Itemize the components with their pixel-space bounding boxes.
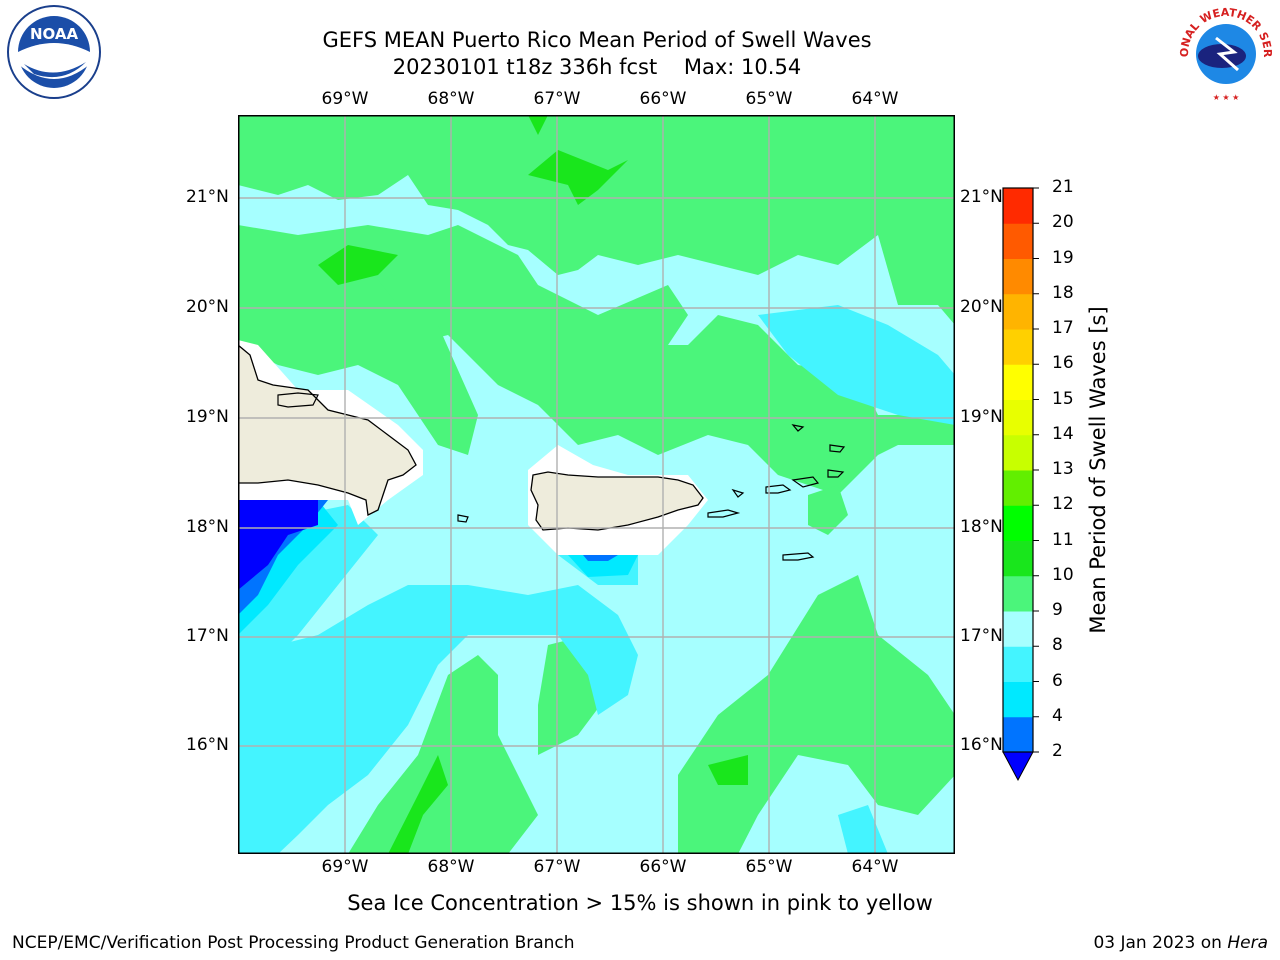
colorbar-segment xyxy=(1003,575,1033,612)
colorbar-segment xyxy=(1003,223,1033,259)
date-line: 03 Jan 2023 on Hera xyxy=(1093,933,1268,953)
lat-label-right: 18°N xyxy=(960,517,1003,537)
noaa-logo: NOAA xyxy=(4,4,104,104)
date-text: 03 Jan 2023 on xyxy=(1093,933,1228,953)
field-9-10-left xyxy=(238,255,478,455)
colorbar-tick-label: 9 xyxy=(1052,600,1063,620)
lon-label-top: 69°W xyxy=(321,89,369,109)
colorbar-tick-label: 16 xyxy=(1052,353,1074,374)
lat-label-right: 20°N xyxy=(960,297,1003,317)
field-under-2 xyxy=(238,500,318,590)
field-9-10-north xyxy=(238,115,955,325)
field-10-11-c xyxy=(388,755,448,854)
field-10-11-e xyxy=(528,115,548,135)
field-4-6-pr xyxy=(568,555,638,577)
field-2-4-pr xyxy=(583,555,618,561)
lon-label-top: 64°W xyxy=(851,89,899,109)
nws-logo: NATIONAL WEATHER SERVICE ★ ★ ★ xyxy=(1171,0,1276,104)
field-10-11-d xyxy=(708,755,748,785)
lon-label-top: 66°W xyxy=(639,89,687,109)
field-9-10-east xyxy=(808,485,848,535)
colorbar-segment xyxy=(1003,329,1033,365)
colorbar-tick-label: 11 xyxy=(1052,529,1074,550)
colorbar-tick-label: 2 xyxy=(1052,741,1063,761)
lon-label-bottom: 68°W xyxy=(427,857,475,877)
colorbar-tick-label: 4 xyxy=(1052,705,1063,726)
colorbar-tick-label: 20 xyxy=(1052,212,1074,233)
field-9-10-south xyxy=(348,655,538,854)
colorbar-tick-label: 15 xyxy=(1052,388,1074,409)
colorbar-segment xyxy=(1003,364,1033,400)
field-10-11-b xyxy=(318,245,398,285)
colorbar-segment xyxy=(1003,716,1033,753)
colorbar-tick-label: 18 xyxy=(1052,282,1074,303)
lat-label-right: 17°N xyxy=(960,626,1003,646)
small-islands xyxy=(277,392,846,561)
lat-label-right: 21°N xyxy=(960,187,1003,207)
host-name: Hera xyxy=(1227,933,1268,953)
lat-label-left: 19°N xyxy=(186,407,229,427)
map-title: GEFS MEAN Puerto Rico Mean Period of Swe… xyxy=(322,28,872,52)
colorbar-tick-label: 12 xyxy=(1052,494,1074,515)
colorbar-tick-label: 19 xyxy=(1052,247,1074,268)
colorbar-segment xyxy=(1003,188,1033,224)
lon-label-top: 67°W xyxy=(533,89,581,109)
colorbar-tick-label: 8 xyxy=(1052,635,1063,656)
colorbar-label: Mean Period of Swell Waves [s] xyxy=(1086,306,1110,634)
colorbar-tick-label: 21 xyxy=(1052,177,1074,197)
field-6-8-right xyxy=(758,305,955,425)
lat-label-right: 16°N xyxy=(960,735,1003,755)
noaa-logo-text: NOAA xyxy=(30,25,79,43)
sea-ice-note: Sea Ice Concentration > 15% is shown in … xyxy=(347,891,933,915)
colorbar-segment xyxy=(1003,540,1033,577)
lon-label-bottom: 64°W xyxy=(851,857,899,877)
lon-label-bottom: 66°W xyxy=(639,857,687,877)
lat-label-left: 17°N xyxy=(186,626,229,646)
colorbar-segment xyxy=(1003,399,1033,436)
colorbar-segment xyxy=(1003,434,1033,471)
colorbar-segment xyxy=(1003,646,1033,682)
colorbar-segment xyxy=(1003,293,1033,330)
colorbar-tick-label: 17 xyxy=(1052,318,1074,338)
graticule xyxy=(238,115,955,854)
colorbar-segment xyxy=(1003,470,1033,506)
colorbar-segment xyxy=(1003,611,1033,647)
colorbar xyxy=(1000,185,1040,789)
lat-label-right: 19°N xyxy=(960,407,1003,427)
colorbar-segment xyxy=(1003,681,1033,718)
hispaniola-land xyxy=(237,343,417,516)
map-frame xyxy=(238,115,955,854)
colorbar-tick-label: 14 xyxy=(1052,423,1074,444)
field-9-10-north-mid xyxy=(238,225,955,495)
lat-label-left: 18°N xyxy=(186,517,229,537)
lon-label-top: 65°W xyxy=(745,89,793,109)
svg-text:★ ★ ★: ★ ★ ★ xyxy=(1213,93,1240,102)
map-subtitle: 20230101 t18z 336h fcst Max: 10.54 xyxy=(392,55,802,79)
lon-label-bottom: 69°W xyxy=(321,857,369,877)
lat-label-left: 21°N xyxy=(186,187,229,207)
lon-label-bottom: 65°W xyxy=(745,857,793,877)
colorbar-tick-label: 13 xyxy=(1052,459,1074,479)
lon-label-bottom: 67°W xyxy=(533,857,581,877)
colorbar-tick-label: 10 xyxy=(1052,564,1074,585)
lon-label-top: 68°W xyxy=(427,89,475,109)
colorbar-segment xyxy=(1003,258,1033,295)
swell-period-map xyxy=(237,115,955,854)
puerto-rico-land xyxy=(530,471,704,531)
credit-line: NCEP/EMC/Verification Post Processing Pr… xyxy=(12,933,575,953)
field-10-11-a xyxy=(528,150,628,205)
colorbar-segment xyxy=(1003,505,1033,541)
field-6-8-south xyxy=(238,585,638,854)
lat-label-left: 20°N xyxy=(186,297,229,317)
colorbar-tick-label: 6 xyxy=(1052,670,1063,691)
colorbar-extend-triangle xyxy=(1002,751,1034,782)
lat-label-left: 16°N xyxy=(186,735,229,755)
